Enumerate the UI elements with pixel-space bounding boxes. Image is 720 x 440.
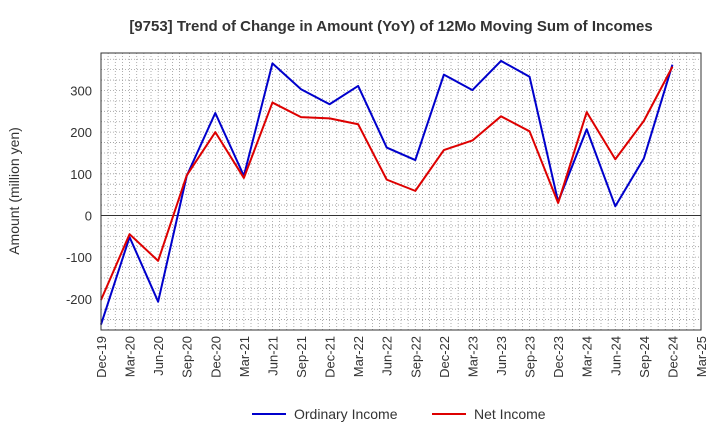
y-tick-label: -100 (66, 250, 92, 265)
x-tick-label: Mar-20 (123, 336, 138, 377)
x-tick-label: Sep-22 (408, 336, 423, 378)
grid (101, 53, 701, 331)
x-tick-label: Jun-21 (265, 336, 280, 376)
x-tick-label: Mar-25 (694, 336, 709, 377)
y-axis-label: Amount (million yen) (6, 127, 22, 255)
y-tick-label: 0 (85, 208, 92, 223)
x-tick-label: Sep-21 (294, 336, 309, 378)
series-line-0 (100, 59, 674, 325)
x-tick-label: Dec-20 (208, 336, 223, 378)
x-tick-labels: Dec-19 Mar-20 Jun-20 Sep-20 Dec-20 Mar-21 Jun-… (94, 336, 709, 378)
legend: Ordinary Income Net Income (252, 406, 546, 422)
series-line-1 (100, 66, 674, 301)
x-tick-label: Jun-24 (608, 336, 623, 376)
x-tick-label: Jun-23 (494, 336, 509, 376)
x-tick-label: Dec-23 (551, 336, 566, 378)
x-tick-label: Dec-21 (323, 336, 338, 378)
y-tick-label: 100 (70, 167, 92, 182)
series-layer (100, 59, 674, 325)
legend-label: Ordinary Income (294, 406, 398, 422)
chart-title: [9753] Trend of Change in Amount (YoY) o… (129, 18, 652, 35)
x-tick-label: Dec-24 (665, 336, 680, 378)
legend-label: Net Income (474, 406, 546, 422)
y-tick-label: 200 (70, 125, 92, 140)
x-tick-label: Sep-23 (523, 336, 538, 378)
x-tick-label: Mar-23 (465, 336, 480, 377)
x-tick-label: Dec-22 (437, 336, 452, 378)
x-tick-label: Sep-20 (180, 336, 195, 378)
x-tick-label: Jun-22 (380, 336, 395, 376)
y-tick-label: -200 (66, 292, 92, 307)
x-tick-label: Mar-22 (351, 336, 366, 377)
y-tick-label: 300 (70, 83, 92, 98)
x-tick-label: Jun-20 (151, 336, 166, 376)
x-tick-label: Dec-19 (94, 336, 109, 378)
x-tick-label: Mar-21 (237, 336, 252, 377)
x-tick-label: Mar-24 (580, 336, 595, 377)
y-tick-labels: -200 -100 0 100 200 300 (66, 83, 92, 306)
x-tick-label: Sep-24 (637, 336, 652, 378)
plot-frame (100, 52, 702, 331)
